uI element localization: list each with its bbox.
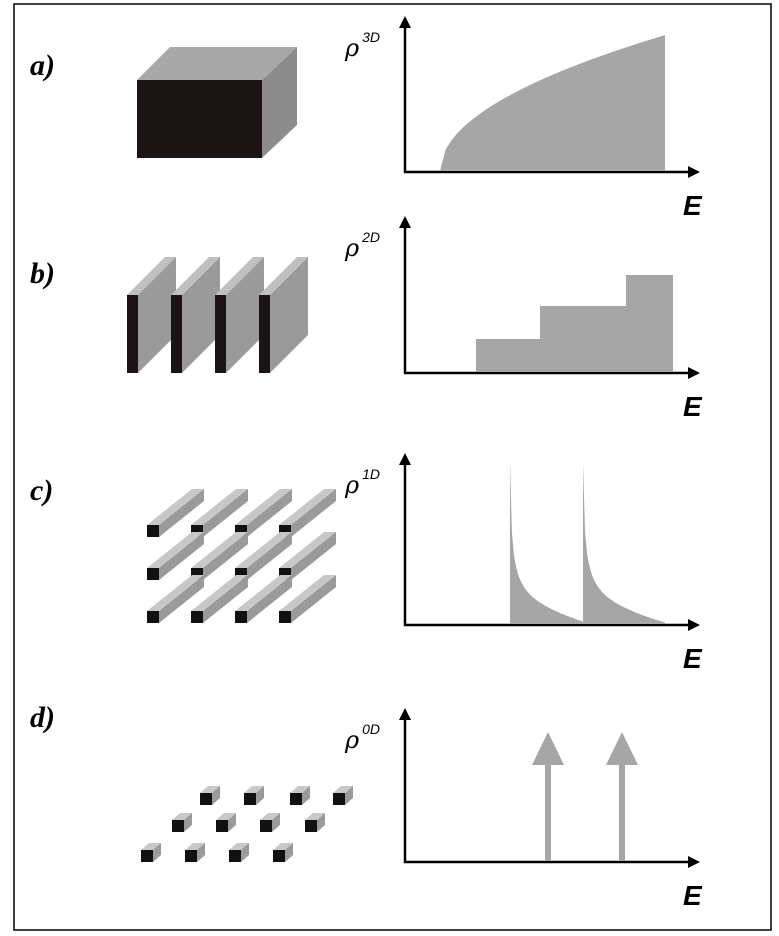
symbol: ρ	[344, 234, 359, 262]
x-axis-label: E	[683, 880, 703, 911]
dot-front	[273, 850, 285, 862]
dot-front	[333, 793, 345, 805]
superscript: 3D	[362, 29, 380, 45]
dot-front	[216, 820, 228, 832]
well-front	[171, 295, 182, 373]
wire-front	[235, 611, 247, 623]
dot-front	[290, 793, 302, 805]
x-axis-label: E	[683, 643, 703, 674]
panel-label: a)	[30, 49, 55, 82]
symbol: ρ	[344, 726, 359, 754]
panel-label: b)	[30, 257, 55, 290]
superscript: 0D	[362, 721, 380, 737]
figure: a)ρ3DEb)ρ2DEc)ρ1DEd)ρ0DE	[0, 0, 779, 936]
well-front	[215, 295, 226, 373]
symbol: ρ	[344, 34, 359, 62]
dot-front	[200, 793, 212, 805]
dot-front	[229, 850, 241, 862]
x-axis-label: E	[683, 190, 703, 221]
panel-label: c)	[30, 474, 53, 507]
dot-front	[260, 820, 272, 832]
well-front	[259, 295, 270, 373]
panel-label: d)	[30, 701, 55, 734]
dot-front	[172, 820, 184, 832]
superscript: 1D	[362, 466, 380, 482]
dot-front	[305, 820, 317, 832]
wire-front	[191, 611, 203, 623]
dot-front	[185, 850, 197, 862]
wire-front	[147, 568, 159, 580]
cube-front	[137, 80, 262, 158]
superscript: 2D	[361, 229, 380, 245]
x-axis-label: E	[683, 391, 703, 422]
wire-front	[147, 525, 159, 537]
wire-front	[147, 611, 159, 623]
dot-front	[141, 850, 153, 862]
wire-front	[279, 611, 291, 623]
dos-0d-stem	[619, 760, 625, 861]
well-front	[127, 295, 138, 373]
dos-0d-stem	[545, 760, 551, 861]
symbol: ρ	[344, 471, 359, 499]
dot-front	[244, 793, 256, 805]
